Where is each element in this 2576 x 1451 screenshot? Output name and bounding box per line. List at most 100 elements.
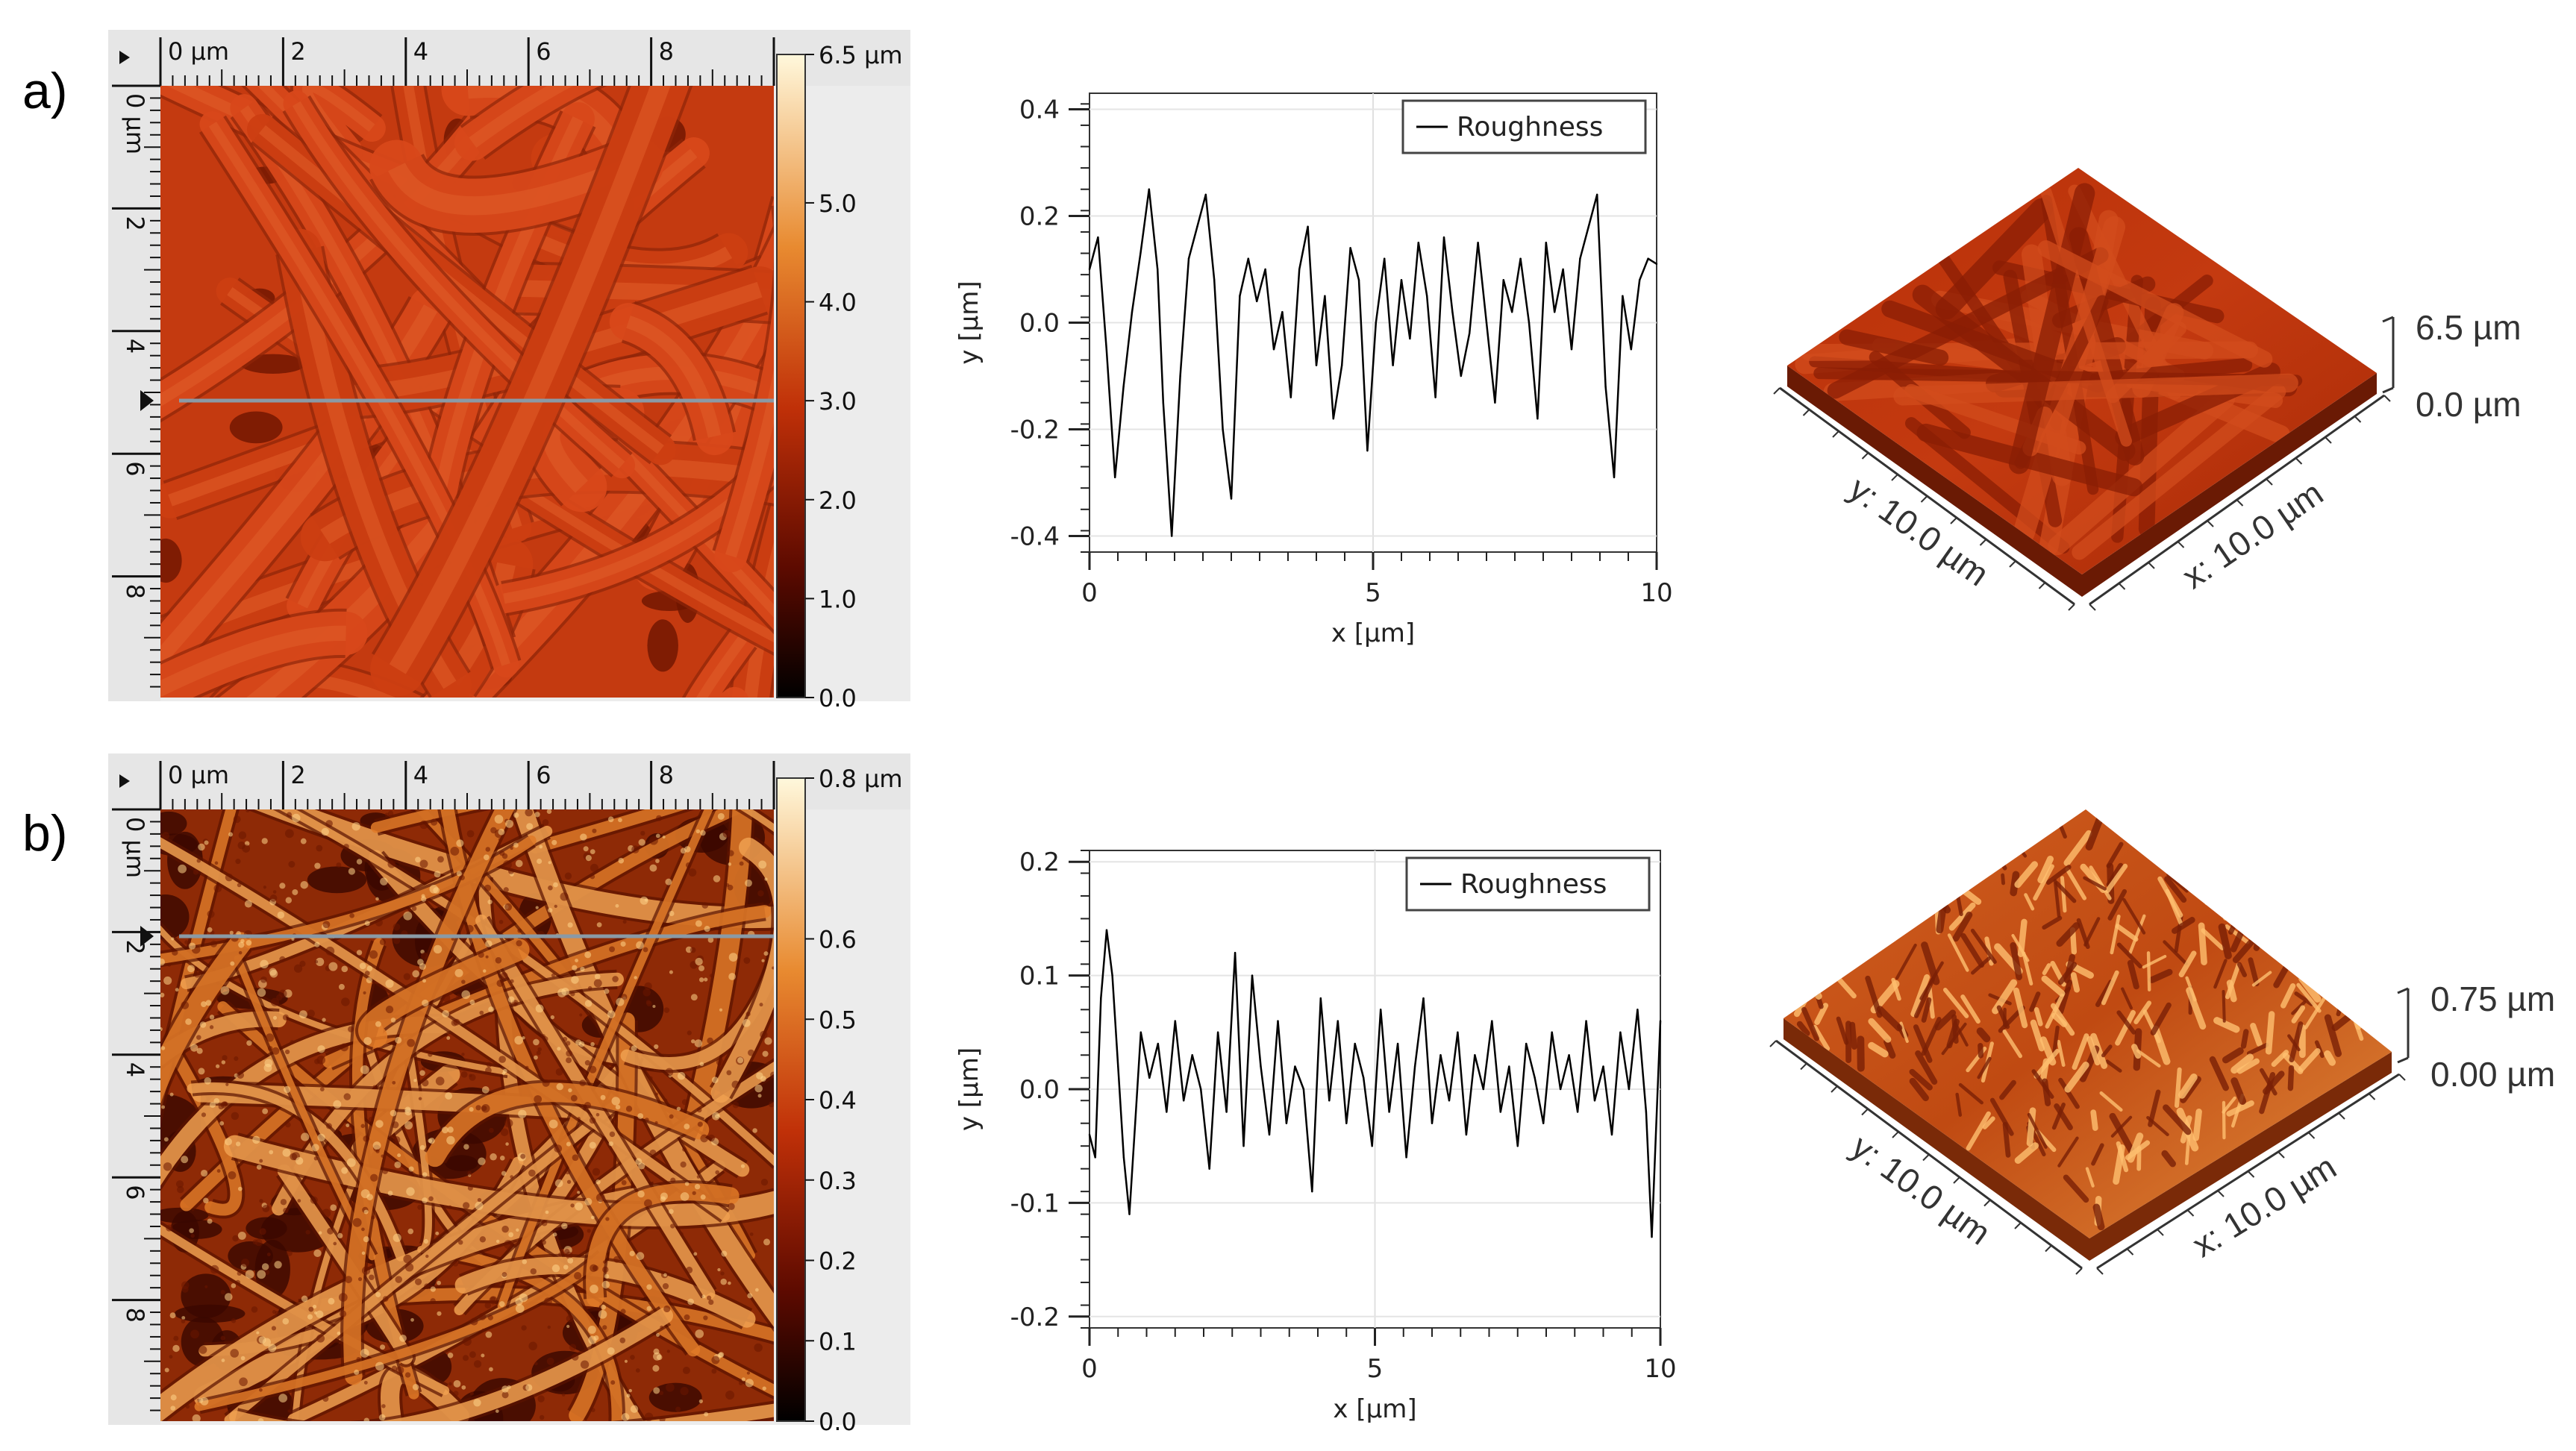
map-grain [235,1279,241,1285]
surface-peak [2057,1136,2079,1168]
map-grain [584,1000,593,1007]
map-grain [169,1092,174,1097]
map-grain [287,812,293,818]
map-grain [237,1186,243,1191]
map-grain [649,836,658,845]
surface-peak [1947,933,1969,972]
map-grain [535,1004,544,1013]
map-grain [534,812,540,818]
surface-peak [2027,1112,2048,1149]
roughness-point [1157,1042,1160,1045]
map-grain [403,973,411,980]
surface-peak [1960,994,1981,1024]
map-grain [437,1280,441,1285]
surface-peak [2246,1042,2269,1056]
map-grain [410,1317,414,1322]
map-grain [274,1261,282,1269]
surface-peak [2230,1053,2254,1074]
surface-peak [2133,1000,2152,1024]
map-grain [390,1109,397,1117]
y-tick-label: 0.1 [1019,962,1060,991]
map-grain [713,875,721,883]
map-grain [291,937,295,941]
iso-tick [1831,1085,1838,1093]
roughness-point [1448,1100,1451,1102]
map-grain [466,830,475,838]
surface-peak [2204,889,2222,906]
map-grain [177,1185,184,1194]
map-grain [392,1121,399,1129]
surface-peak [1868,1018,1892,1043]
iso-tick [2014,1222,2022,1229]
map-grain [593,979,602,988]
roughness-point [1315,364,1318,366]
map-grain [574,1272,582,1280]
surface-peak [2251,971,2272,987]
map-grain [359,962,366,970]
iso-tick [2354,416,2362,423]
map-grain [498,920,504,924]
map-grain [587,1326,596,1334]
map-grain [609,1131,616,1138]
surface-peak [2106,842,2124,868]
map-grain [609,946,615,953]
map-grain [237,1071,245,1079]
map-grain [233,815,241,824]
map-grain [677,1071,686,1080]
y-axis-label: y [µm] [954,1047,984,1131]
z-top-label: 0.75 µm [2430,980,2555,1018]
map-grain [548,1119,558,1129]
roughness-point [1157,268,1159,271]
map-grain [463,1355,469,1361]
x-tick-label: 0 [1081,1354,1098,1384]
roughness-point [1579,257,1581,260]
map-grain [446,1135,455,1145]
map-grain [660,1325,663,1329]
roughness-point [1134,1122,1137,1124]
surface-peak [2017,918,2028,957]
map-grain [768,1101,774,1108]
map-grain [284,1085,291,1094]
map-grain [423,1238,428,1244]
map-grain [590,1285,598,1294]
roughness-point [1114,476,1116,479]
map-grain [238,950,243,955]
surface-peak [1883,1038,1896,1059]
map-grain [760,1179,769,1186]
y-axis-label: y [µm] [954,281,984,364]
map-grain [360,1189,370,1199]
roughness-point [1482,1088,1485,1091]
map-grain [380,877,388,886]
colorbar-label: 0.0 [819,1408,857,1436]
roughness-point [1554,310,1556,313]
surface-peak [2131,1044,2142,1059]
map-grain [360,1123,366,1129]
map-grain [537,1395,545,1403]
surface-peak [2324,1014,2342,1057]
roughness-point [1536,418,1539,420]
surface-peak [2230,1077,2247,1105]
map-grain [417,959,424,965]
map-grain [242,844,251,853]
map-grain [270,997,280,1006]
colorbar-label: 0.8 µm [819,765,903,793]
map-grain [590,1041,595,1047]
roughness-point [1166,1111,1168,1113]
map-grain [725,1391,735,1400]
map-grain [387,1191,393,1196]
surface-peak [2213,959,2228,989]
map-grain [682,1147,687,1152]
map-pore [160,894,190,940]
map-grain [760,1076,766,1082]
iso-tick [1769,1040,1777,1047]
map-grain [172,1344,180,1353]
map-grain [403,911,413,921]
map-grain [366,977,372,984]
iso-tick [2338,1112,2345,1120]
map-grain [453,1391,459,1397]
map-grain [391,1365,398,1372]
map-grain [503,887,509,893]
map-grain [649,864,657,872]
map-grain [231,1112,240,1121]
